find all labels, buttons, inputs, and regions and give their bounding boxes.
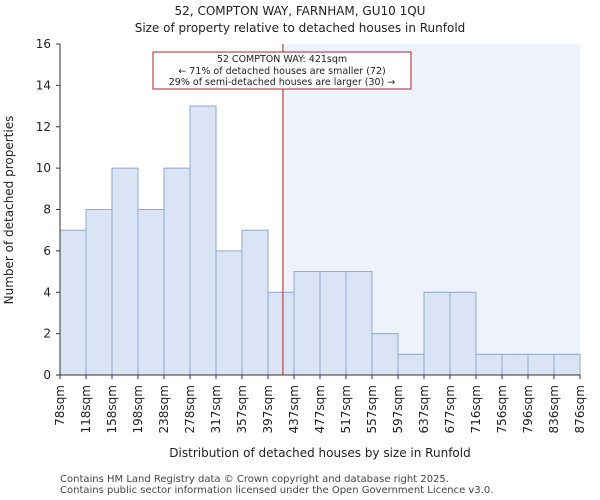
- y-axis-label: Number of detached properties: [2, 116, 16, 305]
- bar-278sqm: [189, 105, 217, 376]
- x-tick-label: 357sqm: [235, 385, 249, 433]
- y-tick-label: 8: [43, 203, 51, 217]
- bar-517sqm: [345, 271, 373, 376]
- x-tick-label: 677sqm: [443, 385, 457, 433]
- y-tick-label: 10: [36, 161, 51, 175]
- bar-796sqm: [527, 353, 555, 376]
- annotation-line-2: ← 71% of detached houses are smaller (72…: [178, 66, 385, 77]
- x-tick-label: 198sqm: [131, 385, 145, 433]
- annotation-box: [152, 51, 412, 90]
- y-tick-label: 12: [36, 120, 51, 134]
- x-tick-label: 437sqm: [287, 385, 301, 433]
- chart-title: 52, COMPTON WAY, FARNHAM, GU10 1QU: [175, 4, 426, 18]
- bar-158sqm: [111, 167, 139, 376]
- x-tick-label: 557sqm: [365, 385, 379, 433]
- bar-118sqm: [85, 209, 113, 376]
- y-tick-label: 14: [36, 78, 51, 92]
- x-tick-label: 397sqm: [261, 385, 275, 433]
- x-tick-label: 238sqm: [157, 385, 171, 433]
- x-tick-label: 477sqm: [313, 385, 327, 433]
- bar-397sqm: [267, 291, 295, 376]
- x-tick-label: 517sqm: [339, 385, 353, 433]
- bar-317sqm: [215, 250, 243, 376]
- x-tick-label: 278sqm: [183, 385, 197, 433]
- annotation-line-3: 29% of semi-detached houses are larger (…: [169, 77, 396, 88]
- y-tick-label: 6: [43, 244, 51, 258]
- bar-78sqm: [59, 229, 87, 376]
- x-tick-label: 158sqm: [105, 385, 119, 433]
- bar-677sqm: [449, 291, 477, 376]
- x-axis-label: Distribution of detached houses by size …: [169, 446, 470, 460]
- y-tick-label: 16: [36, 37, 51, 51]
- y-tick-label: 0: [43, 368, 51, 382]
- bar-437sqm: [293, 271, 321, 376]
- annotation-line-1: 52 COMPTON WAY: 421sqm: [217, 54, 347, 65]
- bar-198sqm: [137, 209, 165, 376]
- bar-716sqm: [475, 353, 503, 376]
- bar-637sqm: [423, 291, 451, 376]
- footer-licence: Contains public sector information licen…: [60, 485, 494, 496]
- x-tick-label: 317sqm: [209, 385, 223, 433]
- x-tick-label: 78sqm: [53, 385, 67, 426]
- bar-597sqm: [397, 353, 425, 376]
- bar-836sqm: [553, 353, 581, 376]
- bar-238sqm: [163, 167, 191, 376]
- x-tick-label: 876sqm: [573, 385, 587, 433]
- bar-477sqm: [319, 271, 347, 376]
- chart-subtitle: Size of property relative to detached ho…: [135, 21, 466, 35]
- x-tick-label: 716sqm: [469, 385, 483, 433]
- y-tick-label: 2: [43, 327, 51, 341]
- footer-copyright: Contains HM Land Registry data © Crown c…: [60, 474, 449, 485]
- y-tick-label: 4: [43, 285, 51, 299]
- bar-756sqm: [501, 353, 529, 376]
- bar-557sqm: [371, 333, 399, 376]
- x-tick-label: 756sqm: [495, 385, 509, 433]
- x-tick-label: 796sqm: [521, 385, 535, 433]
- bar-357sqm: [241, 229, 269, 376]
- x-tick-label: 118sqm: [79, 385, 93, 433]
- x-tick-label: 637sqm: [417, 385, 431, 433]
- x-tick-label: 597sqm: [391, 385, 405, 433]
- x-tick-label: 836sqm: [547, 385, 561, 433]
